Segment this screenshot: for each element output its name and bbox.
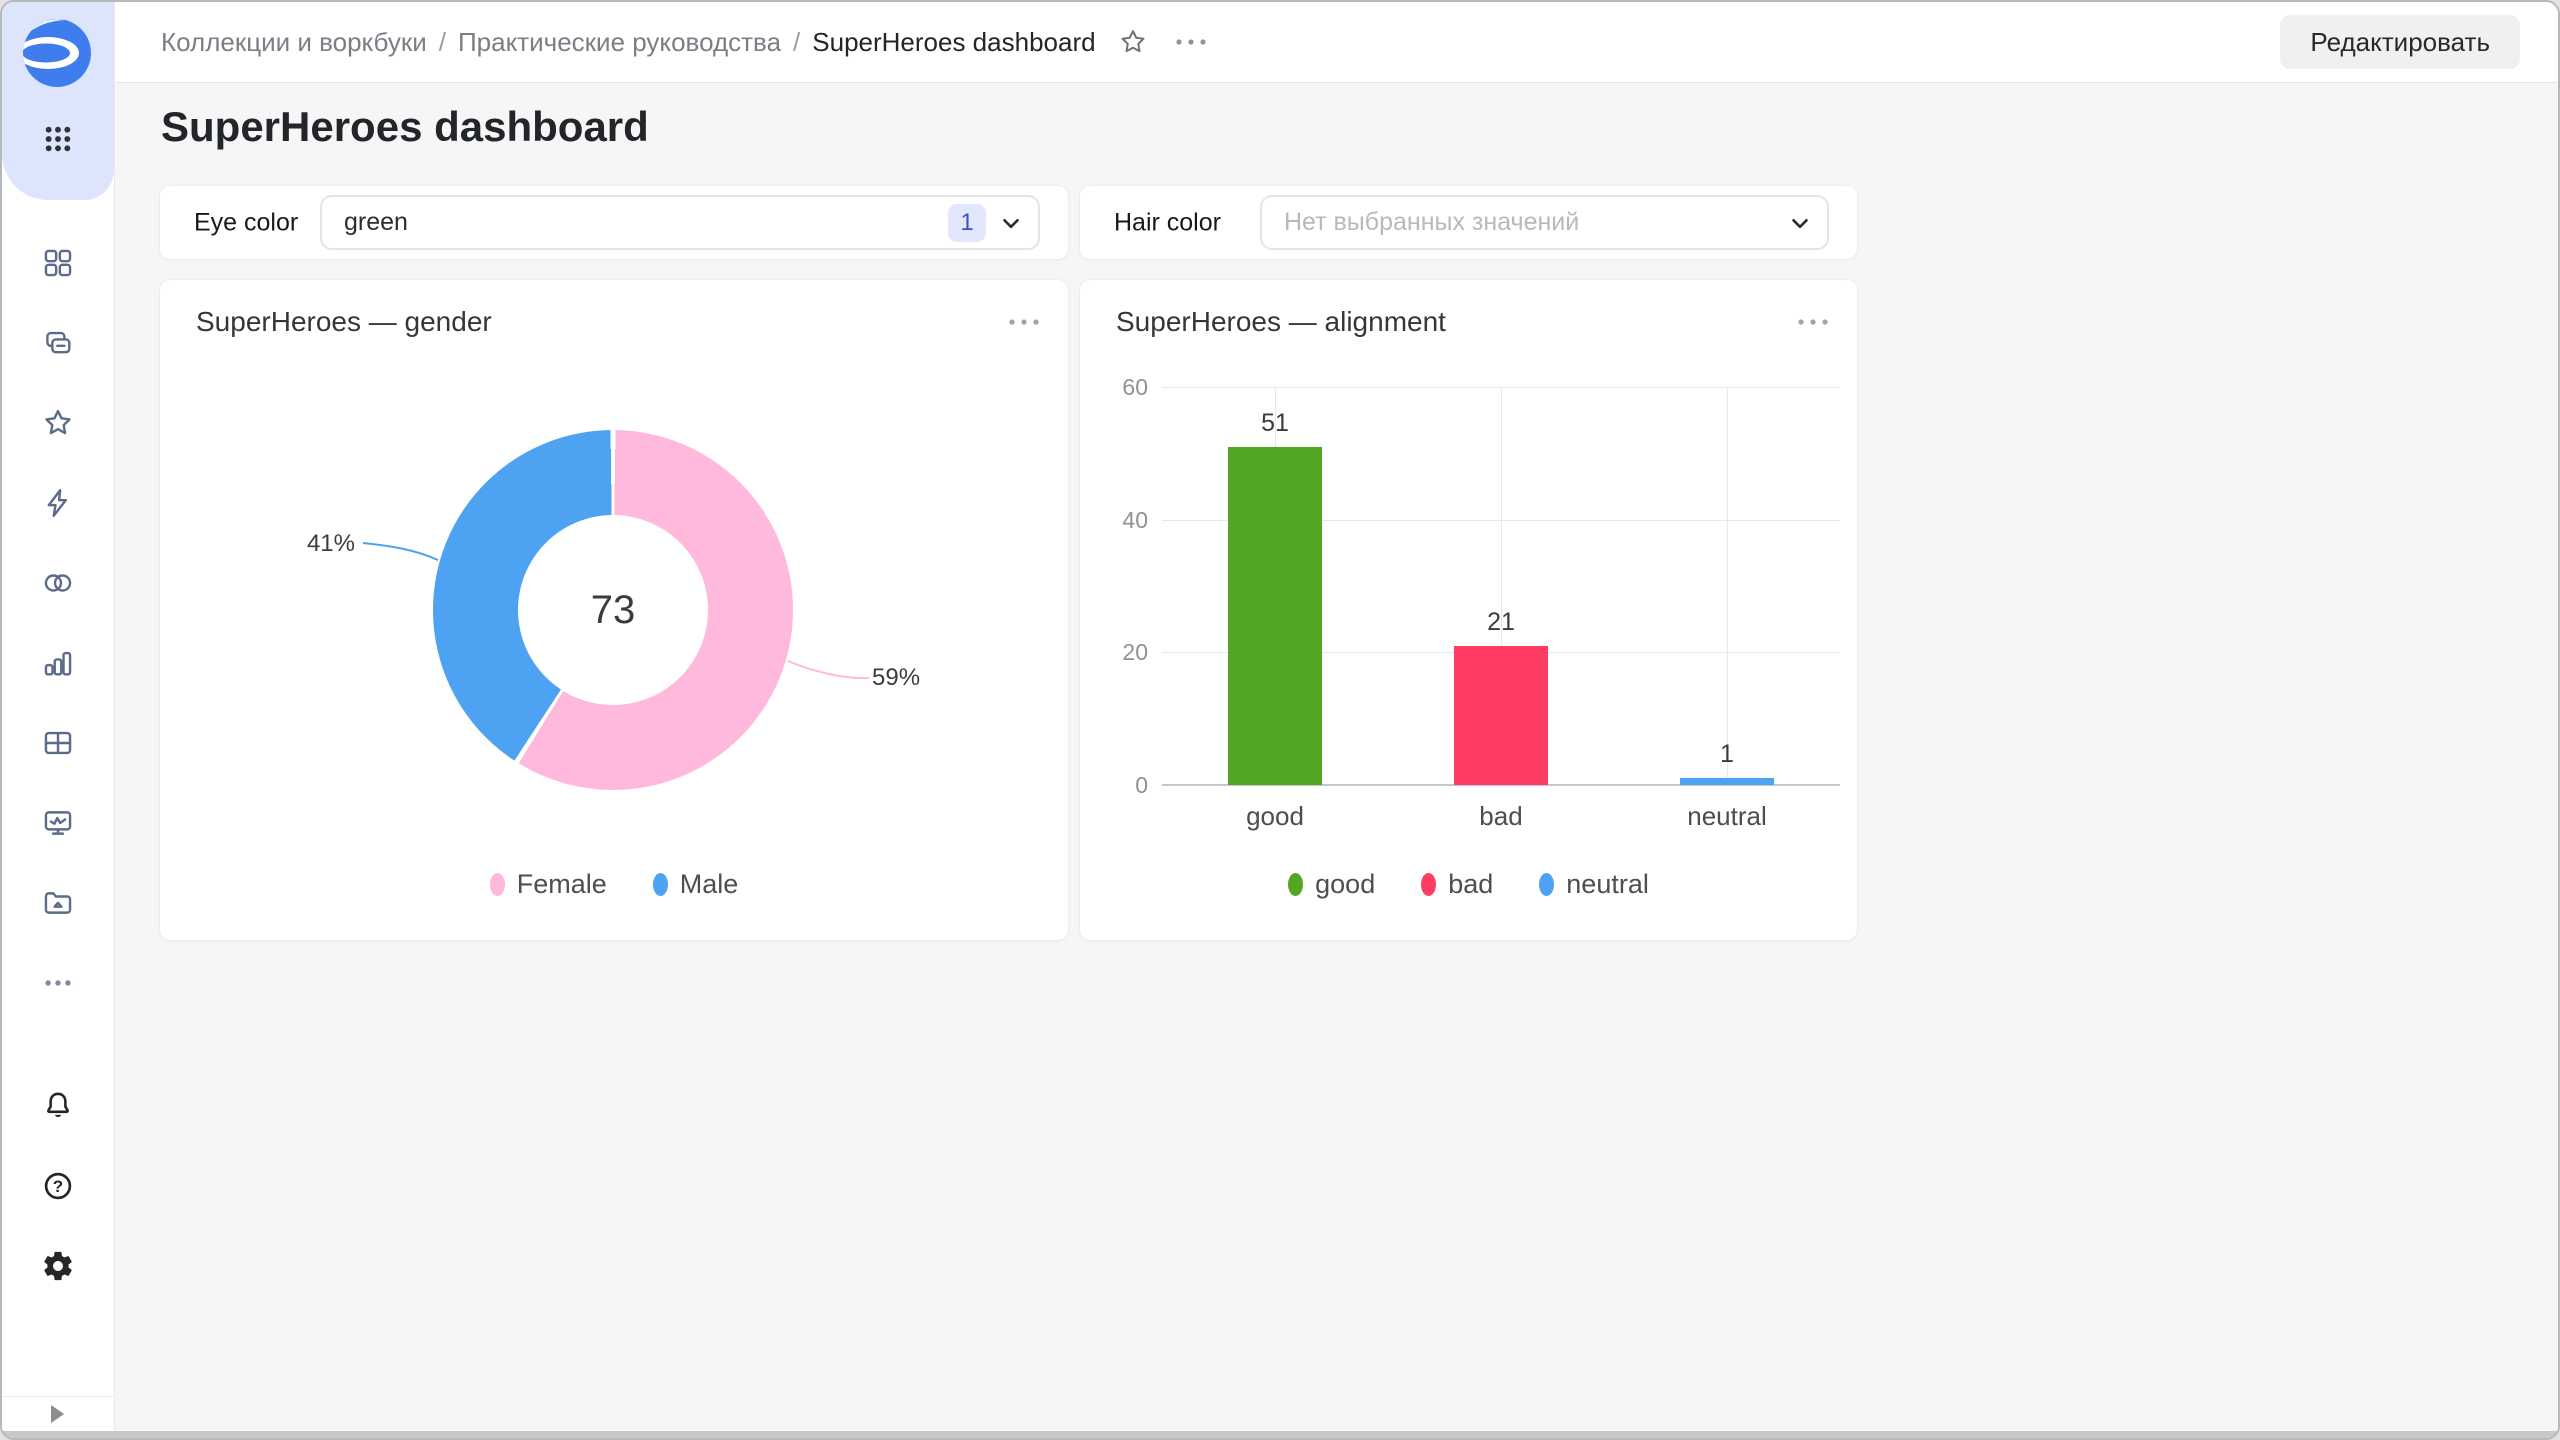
sidebar: ? <box>2 2 115 1431</box>
edit-button[interactable]: Редактировать <box>2280 15 2520 69</box>
help-question-icon[interactable]: ? <box>41 1169 75 1203</box>
dashboard-canvas: SuperHeroes dashboard Eye color green 1 … <box>115 83 2558 1431</box>
sidebar-expand-button[interactable] <box>2 1396 114 1431</box>
select-placeholder: Нет выбранных значений <box>1284 208 1580 236</box>
sidebar-item-connections[interactable] <box>41 486 75 520</box>
favorite-star-icon[interactable] <box>1118 27 1148 57</box>
chevron-down-icon <box>1787 210 1813 236</box>
sidebar-item-more-ellipsis-icon[interactable] <box>41 966 75 1000</box>
legend-label: neutral <box>1566 869 1649 899</box>
chart-menu-ellipsis-icon[interactable] <box>1006 308 1042 336</box>
breadcrumb-separator: / <box>793 26 801 57</box>
selected-count-badge: 1 <box>948 203 986 242</box>
y-axis-label: 0 <box>1135 772 1148 798</box>
chart-card-alignment: SuperHeroes — alignment 0 20 40 60 51 good 21 b… <box>1080 280 1857 940</box>
x-axis-label: good <box>1246 801 1304 831</box>
legend-marker <box>1288 873 1304 896</box>
y-axis-label: 40 <box>1122 506 1148 533</box>
sidebar-item-dashboards[interactable] <box>41 726 75 760</box>
main-area: Коллекции и воркбуки / Практические руково… <box>115 2 2558 1431</box>
legend-label: bad <box>1448 869 1494 899</box>
settings-gear-icon[interactable] <box>41 1249 75 1283</box>
breadcrumb-more-ellipsis-icon[interactable] <box>1174 37 1208 47</box>
svg-text:?: ? <box>53 1177 63 1196</box>
slice-percent-label-female: 59% <box>872 664 921 691</box>
legend-item[interactable]: Male <box>652 869 739 900</box>
breadcrumb-item[interactable]: Практические руководства <box>457 26 782 57</box>
x-axis-label: neutral <box>1687 801 1767 831</box>
x-axis-line <box>1162 784 1840 786</box>
chevron-down-icon <box>998 210 1024 236</box>
donut-hole: 73 <box>518 515 708 705</box>
window-bottom-edge <box>2 1431 2558 1438</box>
legend-label: Female <box>516 869 607 899</box>
donut-total: 73 <box>590 587 636 632</box>
bar-neutral[interactable] <box>1680 778 1774 785</box>
expand-arrow-icon <box>51 1405 64 1423</box>
bar-value-label: 1 <box>1720 740 1734 769</box>
chart-card-gender: SuperHeroes — gender 73 41% 59% Female Ma… <box>160 280 1068 940</box>
y-axis-label: 20 <box>1122 639 1148 666</box>
datalens-logo-icon[interactable] <box>21 17 93 89</box>
filter-label: Eye color <box>194 208 299 236</box>
hair-color-select[interactable]: Нет выбранных значений <box>1260 195 1829 250</box>
filter-tile-hair-color: Hair color Нет выбранных значений <box>1080 186 1857 259</box>
chart-title: SuperHeroes — alignment <box>1116 306 1446 337</box>
sidebar-item-favorites[interactable] <box>41 406 75 440</box>
gridline <box>1727 387 1728 785</box>
legend-item[interactable]: good <box>1288 869 1375 900</box>
apps-grid-icon[interactable] <box>42 123 74 155</box>
sidebar-footer: ? <box>2 1089 114 1283</box>
legend-marker <box>489 873 505 896</box>
legend-marker <box>1539 873 1555 896</box>
bar-bad[interactable] <box>1454 645 1548 785</box>
legend-label: Male <box>679 869 739 899</box>
x-axis-label: bad <box>1479 801 1523 831</box>
sidebar-item-workbooks[interactable] <box>41 326 75 360</box>
legend-marker <box>1421 873 1437 896</box>
legend-item[interactable]: neutral <box>1539 869 1649 900</box>
chart-legend: good bad neutral <box>1080 869 1857 900</box>
bar-value-label: 51 <box>1261 408 1289 437</box>
legend-label: good <box>1315 869 1376 899</box>
filter-label: Hair color <box>1114 208 1221 236</box>
eye-color-select[interactable]: green 1 <box>320 195 1040 250</box>
top-header: Коллекции и воркбуки / Практические руково… <box>115 2 2558 83</box>
sidebar-item-datasets[interactable] <box>41 566 75 600</box>
gridline <box>1501 387 1502 785</box>
breadcrumb-item[interactable]: Коллекции и воркбуки <box>161 26 427 57</box>
chart-legend: Female Male <box>160 869 1068 900</box>
sidebar-item-collections[interactable] <box>41 246 75 280</box>
slice-percent-label-male: 41% <box>306 530 355 557</box>
filter-tile-eye-color: Eye color green 1 <box>160 186 1068 259</box>
page-title: SuperHeroes dashboard <box>161 103 649 150</box>
y-axis-label: 60 <box>1122 374 1148 400</box>
notifications-bell-icon[interactable] <box>41 1089 75 1123</box>
sidebar-item-storage[interactable] <box>41 886 75 920</box>
sidebar-brand-area <box>2 2 114 200</box>
donut-chart[interactable]: 73 <box>433 430 793 790</box>
bar-value-label: 21 <box>1487 607 1515 636</box>
select-value: green <box>344 208 408 236</box>
bar-good[interactable] <box>1228 446 1322 785</box>
legend-marker <box>652 873 668 896</box>
sidebar-nav <box>2 246 114 1000</box>
sidebar-item-monitoring[interactable] <box>41 806 75 840</box>
chart-title: SuperHeroes — gender <box>196 306 492 337</box>
sidebar-item-charts[interactable] <box>41 646 75 680</box>
breadcrumb: Коллекции и воркбуки / Практические руково… <box>161 27 1096 58</box>
chart-menu-ellipsis-icon[interactable] <box>1795 308 1831 336</box>
legend-item[interactable]: Female <box>489 869 607 900</box>
breadcrumb-separator: / <box>438 26 446 57</box>
bar-chart-plot: 0 20 40 60 51 good 21 bad 1 neutral <box>1122 374 1840 831</box>
breadcrumb-item: SuperHeroes dashboard <box>812 26 1096 57</box>
legend-item[interactable]: bad <box>1421 869 1493 900</box>
